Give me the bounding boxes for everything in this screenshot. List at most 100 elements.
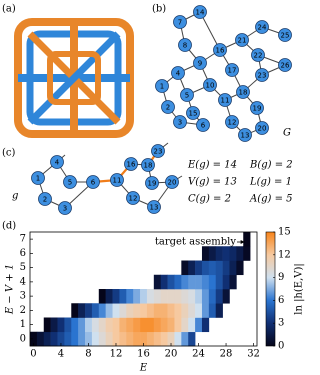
heatmap-cell <box>201 260 210 276</box>
x-tick-label: 8 <box>85 349 91 360</box>
heatmap-cell <box>98 303 106 318</box>
node <box>278 58 292 72</box>
node-label: 15 <box>189 110 198 118</box>
heatmap-cell <box>133 317 141 333</box>
colorbar-tick-label: 15 <box>278 227 291 238</box>
heatmap-cell <box>167 317 175 333</box>
heatmap-cell <box>91 317 100 333</box>
heatmap-cell <box>57 317 65 333</box>
heatmap-cell <box>126 331 134 347</box>
node-label: 12 <box>228 119 237 127</box>
node-label: 13 <box>150 204 159 212</box>
node <box>255 121 269 135</box>
heatmap-cell <box>188 331 196 347</box>
node-label: 3 <box>63 205 67 213</box>
node <box>165 175 179 189</box>
heatmap-cell <box>91 331 100 347</box>
x-tick-label: 32 <box>247 349 260 360</box>
heatmap-cell <box>119 289 127 304</box>
node-label: 14 <box>196 9 205 17</box>
heatmap-cell <box>133 303 141 318</box>
node-label: 16 <box>127 161 136 169</box>
heatmap-cell <box>174 303 182 318</box>
node-label: 6 <box>91 179 96 187</box>
colorbar-tick-label: 3 <box>278 318 284 329</box>
node-label: 20 <box>258 125 267 133</box>
node-label: 18 <box>144 162 153 170</box>
node-label: 26 <box>281 62 290 70</box>
node <box>238 128 252 142</box>
heatmap-cell <box>78 331 86 347</box>
x-axis-label: E <box>139 363 148 374</box>
heatmap-cell <box>119 317 127 333</box>
node-label: 5 <box>68 179 72 187</box>
node <box>255 68 269 82</box>
heatmap-cell <box>71 331 79 347</box>
colorbar-tick-label: 6 <box>278 295 284 306</box>
node <box>124 157 138 171</box>
x-tick-label: 28 <box>220 349 233 360</box>
heatmap-cell <box>188 260 196 276</box>
heatmap-cell <box>215 303 223 318</box>
node-label: 7 <box>178 19 182 27</box>
node <box>110 173 124 187</box>
node <box>225 115 239 129</box>
heatmap-cell <box>71 303 79 318</box>
heatmap-cell <box>201 303 210 318</box>
node-label: 10 <box>206 82 215 90</box>
node <box>145 176 159 190</box>
y-tick-label: 0 <box>20 333 26 344</box>
heatmap-cell <box>215 246 223 261</box>
node <box>250 101 264 115</box>
node <box>278 28 292 42</box>
heatmap-cell <box>153 331 161 347</box>
x-tick-label: 20 <box>165 349 178 360</box>
heatmap-cell <box>140 289 148 304</box>
heatmap-cell <box>208 274 217 290</box>
heatmap-cell <box>208 303 217 318</box>
equation: A(g) = 5 <box>249 194 293 205</box>
heatmap-cell <box>126 289 134 304</box>
node <box>63 175 77 189</box>
heatmap-cell <box>140 331 148 347</box>
heatmap-cell <box>215 260 223 276</box>
equation: V(g) = 13 <box>188 177 237 188</box>
x-tick-label: 16 <box>137 349 150 360</box>
heatmap-cell <box>105 317 113 333</box>
heatmap-cell <box>229 274 237 290</box>
heatmap-cell <box>160 317 168 333</box>
node-label: 1 <box>160 83 164 91</box>
node-label: 4 <box>176 70 181 78</box>
heatmap-cell <box>126 317 134 333</box>
heatmap-cell <box>222 246 230 261</box>
heatmap-cell <box>181 331 189 347</box>
heatmap-cell <box>105 331 113 347</box>
heatmap-cell <box>188 303 196 318</box>
heatmap-cell <box>98 331 106 347</box>
node-label: 5 <box>185 92 189 100</box>
heatmap-cell <box>50 331 58 347</box>
heatmap-cell <box>215 289 223 304</box>
heatmap-cell <box>174 317 182 333</box>
node <box>186 106 200 120</box>
node-label: 4 <box>55 159 60 167</box>
node-label: 6 <box>201 122 206 130</box>
node <box>151 144 165 158</box>
node-label: 2 <box>43 196 47 204</box>
heatmap-cell <box>222 274 230 290</box>
heatmap-cell <box>105 303 113 318</box>
heatmap-cell <box>98 317 106 333</box>
heatmap-cell <box>153 303 161 318</box>
heatmap-cell <box>85 331 93 347</box>
heatmap-cell <box>133 331 141 347</box>
heatmap-cell <box>146 331 155 347</box>
node <box>218 93 232 107</box>
node <box>203 78 217 92</box>
heatmap-cell <box>112 317 120 333</box>
heatmap-cell <box>167 289 175 304</box>
heatmap-cell <box>188 274 196 290</box>
node <box>180 88 194 102</box>
graph-label: g <box>12 191 18 202</box>
heatmap-cell <box>229 260 237 276</box>
annotation: target assembly <box>155 237 237 248</box>
